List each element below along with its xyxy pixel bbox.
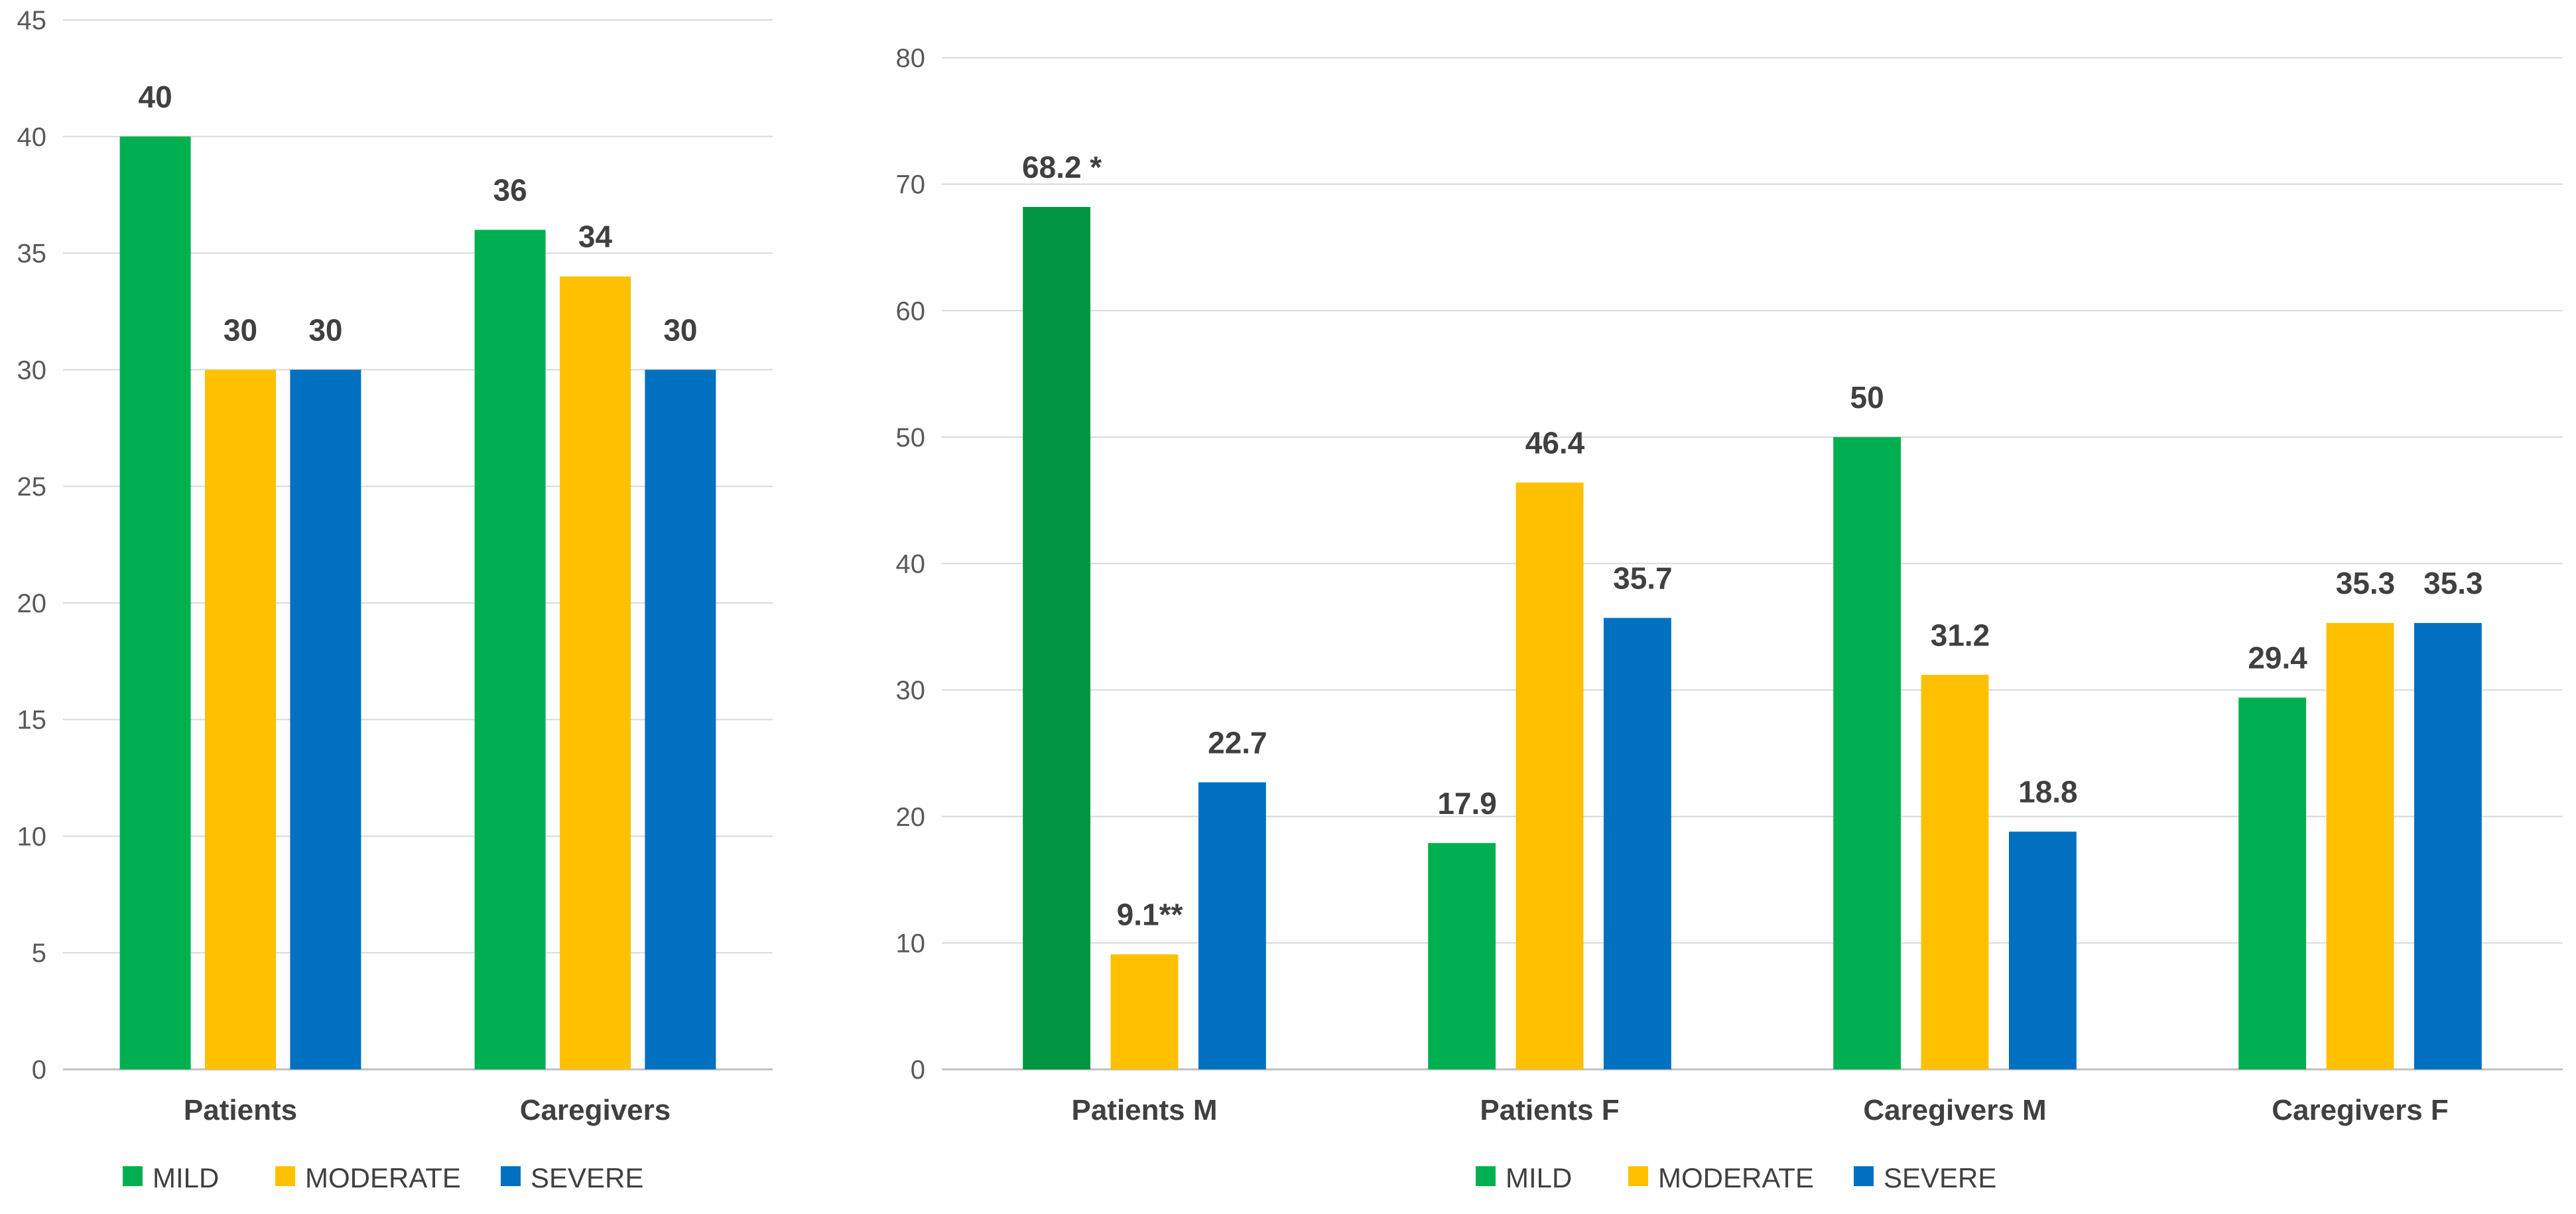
legend: MILD MODERATE SEVERE [1476,1162,1996,1193]
y-tick-label: 40 [896,550,926,579]
bar-severe-caregivers [645,370,716,1070]
y-tick-label: 0 [32,1055,46,1085]
y-tick-label: 10 [896,929,926,958]
y-tick-label: 5 [32,939,46,968]
bar-severe-patients-m [1198,782,1266,1069]
legend-item: MILD [123,1162,219,1193]
bar-mild-caregivers-f [2238,697,2307,1069]
data-label: 17.9 [1437,786,1497,821]
y-tick-label: 20 [896,803,926,832]
y-axis-ticks: 0 5 10 15 20 25 30 35 40 45 [17,6,47,1085]
bar-mild-caregivers [474,230,546,1069]
y-tick-label: 50 [896,423,926,452]
data-label: 36 [493,172,527,207]
bar-severe-caregivers-f [2414,623,2482,1069]
right-chart: 0 10 20 30 40 50 60 70 80 68.2 * 9.1** 22.7 Patients… [896,44,2563,1193]
data-label: 35.3 [2336,566,2396,600]
bar-mild-patients-f [1428,843,1496,1069]
y-tick-label: 15 [17,706,47,735]
legend-swatch [1854,1166,1874,1186]
data-label: 35.3 [2423,566,2483,600]
bar-severe-patients [290,370,361,1070]
data-label: 35.7 [1613,561,1673,595]
bar-moderate-caregivers [560,276,631,1069]
x-tick-label: Caregivers [520,1094,671,1126]
x-tick-label: Caregivers F [2272,1094,2449,1126]
x-tick-label: Patients M [1071,1094,1217,1126]
data-label: 29.4 [2248,641,2307,675]
y-tick-label: 45 [17,6,47,35]
data-label: 40 [139,80,172,114]
legend-swatch [1628,1166,1648,1186]
legend-swatch [275,1166,295,1186]
data-label: 30 [224,312,257,347]
y-tick-label: 80 [896,44,926,73]
left-chart: 0 5 10 15 20 25 30 35 40 45 40 30 30 Patients 36 34 30 Ca… [17,6,773,1193]
y-tick-label: 60 [896,297,926,326]
legend-label: MILD [153,1162,219,1193]
bar-mild-patients [119,136,191,1069]
data-label: 18.8 [2018,775,2078,809]
legend-item: MODERATE [1628,1162,1814,1193]
legend-item: SEVERE [1854,1162,1996,1193]
category-group: 17.9 46.4 35.7 Patients F [1428,426,1673,1126]
legend-label: SEVERE [1884,1162,1996,1193]
gridlines [942,57,2563,1071]
category-group: 50 31.2 18.8 Caregivers M [1833,380,2078,1126]
data-label: 34 [578,220,613,254]
data-label: 9.1** [1117,898,1183,932]
bar-severe-patients-f [1603,618,1671,1069]
legend-swatch [501,1166,521,1186]
data-label: 46.4 [1525,426,1585,460]
legend-item: MODERATE [275,1162,461,1193]
bar-moderate-patients-f [1515,482,1584,1069]
category-group: 36 34 30 Caregivers [474,172,716,1126]
legend: MILD MODERATE SEVERE [123,1162,643,1193]
data-label: 30 [663,312,697,347]
y-tick-label: 40 [17,123,47,152]
legend-item: SEVERE [501,1162,643,1193]
bar-moderate-caregivers-m [1921,675,1989,1069]
legend-label: MILD [1506,1162,1572,1193]
data-label: 22.7 [1208,725,1267,760]
x-tick-label: Patients [184,1094,297,1126]
data-label: 68.2 * [1022,150,1102,184]
x-tick-label: Caregivers M [1863,1094,2046,1126]
y-tick-label: 35 [17,239,47,269]
data-label: 31.2 [1931,618,1990,652]
legend-item: MILD [1476,1162,1572,1193]
bar-severe-caregivers-m [2008,831,2077,1069]
legend-label: MODERATE [1658,1162,1814,1193]
y-axis-ticks: 0 10 20 30 40 50 60 70 80 [896,44,926,1085]
legend-label: MODERATE [305,1162,461,1193]
bar-mild-caregivers-m [1833,437,1901,1069]
legend-swatch [123,1166,143,1186]
y-tick-label: 20 [17,589,47,618]
data-label: 30 [308,312,342,347]
legend-swatch [1476,1166,1496,1186]
data-label: 50 [1850,380,1884,415]
y-tick-label: 0 [911,1055,925,1085]
category-group: 40 30 30 Patients [119,80,361,1126]
category-group: 68.2 * 9.1** 22.7 Patients M [1022,150,1267,1126]
y-tick-label: 10 [17,822,47,851]
y-tick-label: 25 [17,472,47,502]
bar-moderate-caregivers-f [2326,623,2394,1069]
category-group: 29.4 35.3 35.3 Caregivers F [2238,566,2483,1126]
y-tick-label: 30 [17,356,47,385]
y-tick-label: 30 [896,676,926,705]
x-tick-label: Patients F [1480,1094,1619,1126]
y-tick-label: 70 [896,170,926,200]
bar-moderate-patients-m [1110,954,1179,1069]
bar-mild-patients-m [1023,206,1091,1069]
bar-moderate-patients [205,370,276,1070]
legend-label: SEVERE [531,1162,643,1193]
